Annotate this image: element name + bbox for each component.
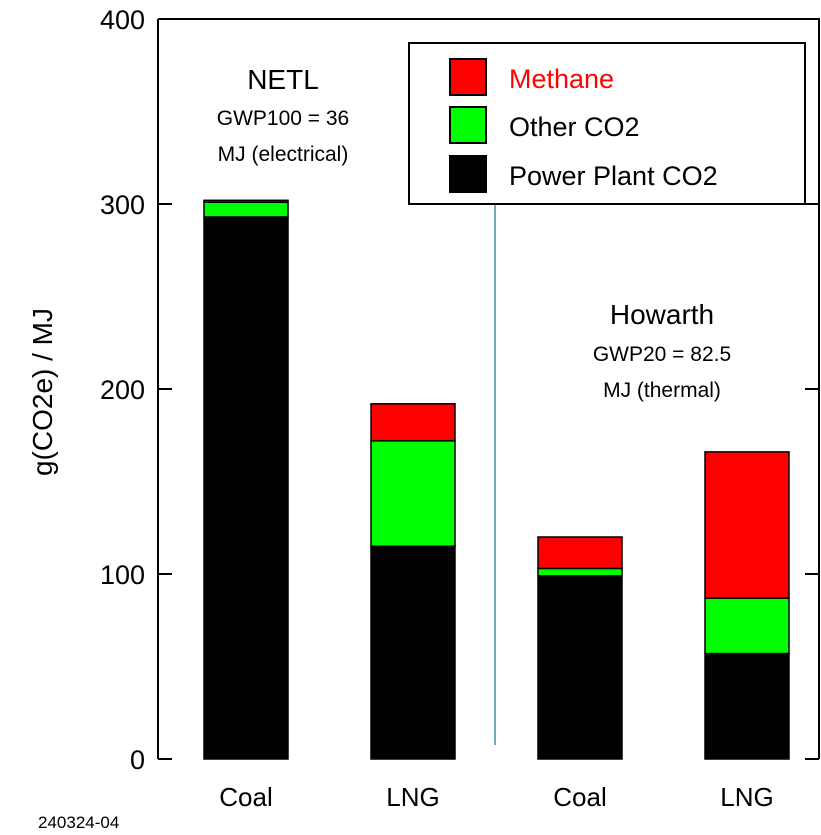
howarth-group-gwp: GWP20 = 82.5 [593,343,731,366]
legend-swatch-power-plant-co2 [449,155,487,193]
bar-segment-other-co2-3 [537,567,623,577]
bar-segment-power-plant-co2-4 [704,652,790,760]
bar-segment-methane-3 [537,536,623,570]
bar-segment-power-plant-co2-1 [203,216,289,760]
legend-swatch-methane [449,58,487,96]
figure-id: 240324-04 [38,813,119,832]
howarth-group-unit: MJ (thermal) [603,379,721,402]
y-axis-label: g(CO2e) / MJ [27,308,58,476]
y-tick-label-0: 0 [130,745,145,775]
bar-segment-power-plant-co2-3 [537,575,623,760]
legend-label-other-co2: Other CO2 [509,112,640,142]
howarth-group-title: Howarth [610,299,714,330]
bars-layer [203,199,790,760]
y-tick-label-400: 400 [100,5,145,35]
y-tick-label-300: 300 [100,190,145,220]
netl-group-gwp: GWP100 = 36 [217,107,350,130]
legend-label-methane: Methane [509,64,614,94]
bar-segment-other-co2-1 [203,201,289,218]
x-category-label-3: Coal [553,782,606,812]
bar-segment-methane-4 [704,451,790,599]
bar-segment-power-plant-co2-2 [370,545,456,760]
legend-label-power-plant-co2: Power Plant CO2 [509,161,718,191]
y-tick-label-200: 200 [100,375,145,405]
x-category-label-1: Coal [219,782,272,812]
bar-segment-methane-1 [203,199,289,203]
y-tick-label-100: 100 [100,560,145,590]
legend-swatch-other-co2 [449,106,487,144]
axes-layer [157,18,820,760]
labels-layer: 0 100 200 300 400 Coal LNG Coal LNG [100,5,774,812]
netl-group-title: NETL [247,64,319,95]
bar-segment-methane-2 [370,403,456,442]
x-category-label-2: LNG [386,782,439,812]
x-category-label-4: LNG [720,782,773,812]
legend: Methane Other CO2 Power Plant CO2 [408,42,806,205]
bar-segment-other-co2-4 [704,597,790,655]
netl-group-unit: MJ (electrical) [218,143,349,166]
bar-segment-other-co2-2 [370,440,456,547]
